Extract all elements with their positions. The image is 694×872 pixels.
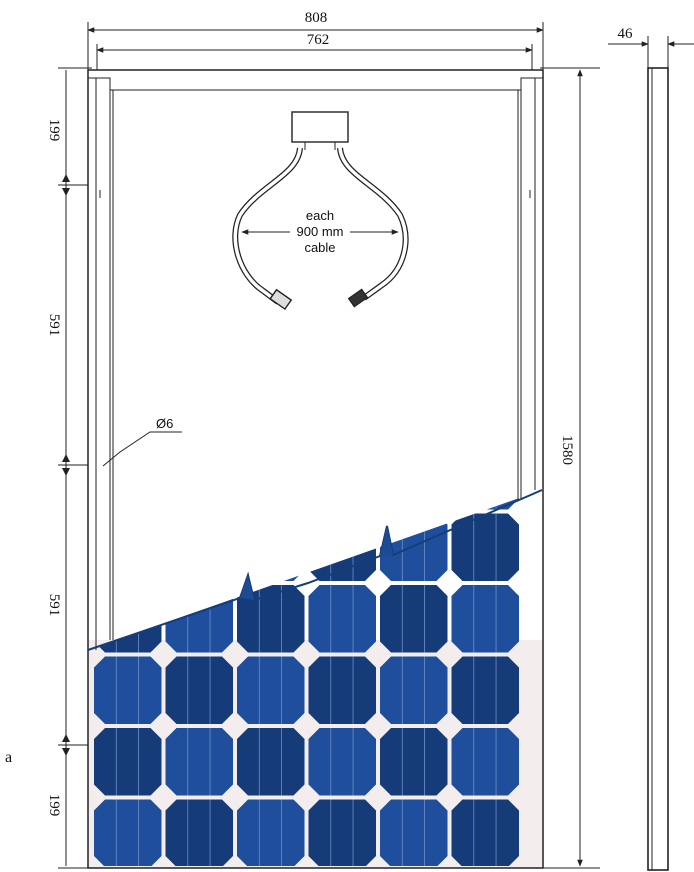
width-dimension-808: 808 (87, 10, 544, 72)
dimension-label-segment-lower: 591 (46, 594, 62, 617)
solar-cell (451, 513, 519, 581)
connector-plug-icon (347, 288, 369, 308)
solar-cell (308, 656, 376, 724)
mounting-hole-callout: Ø6 (102, 416, 182, 467)
solar-cell (94, 728, 162, 796)
solar-cell (451, 728, 519, 796)
dimension-label-thickness: 46 (618, 26, 634, 42)
cable-note-line3: cable (304, 240, 335, 255)
solar-cell (165, 656, 233, 724)
solar-cell (380, 728, 448, 796)
height-dimension: 1580 (540, 67, 600, 869)
solar-cell (451, 585, 519, 653)
dimension-label-segment-upper: 591 (46, 314, 62, 337)
connector-plug-icon (269, 288, 293, 311)
cable-length-note: each 900 mm cable (241, 208, 399, 255)
solar-cell (451, 656, 519, 724)
solar-cell (451, 799, 519, 866)
hole-diameter-label: Ø6 (156, 416, 173, 431)
solar-cell (237, 728, 305, 796)
solar-cell (308, 728, 376, 796)
cable-note-line2: 900 mm (297, 224, 344, 239)
solar-cell (165, 799, 233, 866)
cable-note-line1: each (306, 208, 334, 223)
solar-cell (237, 656, 305, 724)
solar-cell (237, 585, 305, 653)
thickness-dimension: 46 (608, 26, 694, 70)
width-dimension-762: 762 (96, 32, 533, 72)
solar-cell (94, 656, 162, 724)
cutaway-tear (240, 575, 254, 600)
solar-cell (94, 799, 162, 866)
cutaway-edge (87, 489, 543, 651)
solar-cell (165, 728, 233, 796)
stray-letter: a (5, 749, 12, 766)
cable-left (232, 147, 303, 305)
dimension-label-height: 1580 (559, 435, 575, 465)
solar-cell (380, 799, 448, 866)
panel-side-profile (647, 67, 669, 871)
cutaway-tear (380, 526, 393, 556)
dimension-label-segment-top: 199 (46, 119, 62, 142)
dimension-label-inner-width: 762 (307, 32, 330, 48)
dimension-label-segment-bottom: 199 (46, 794, 62, 817)
solar-cell (308, 585, 376, 653)
solar-cell (380, 656, 448, 724)
dimension-label-overall-width: 808 (305, 10, 328, 26)
cable-right (337, 147, 409, 301)
panel-frame (87, 69, 544, 869)
left-segment-dimensions: 199 591 591 199 (46, 67, 104, 869)
solar-cell (308, 799, 376, 866)
solar-cell (380, 585, 448, 653)
solar-cell (237, 799, 305, 866)
junction-box-icon (291, 111, 349, 150)
